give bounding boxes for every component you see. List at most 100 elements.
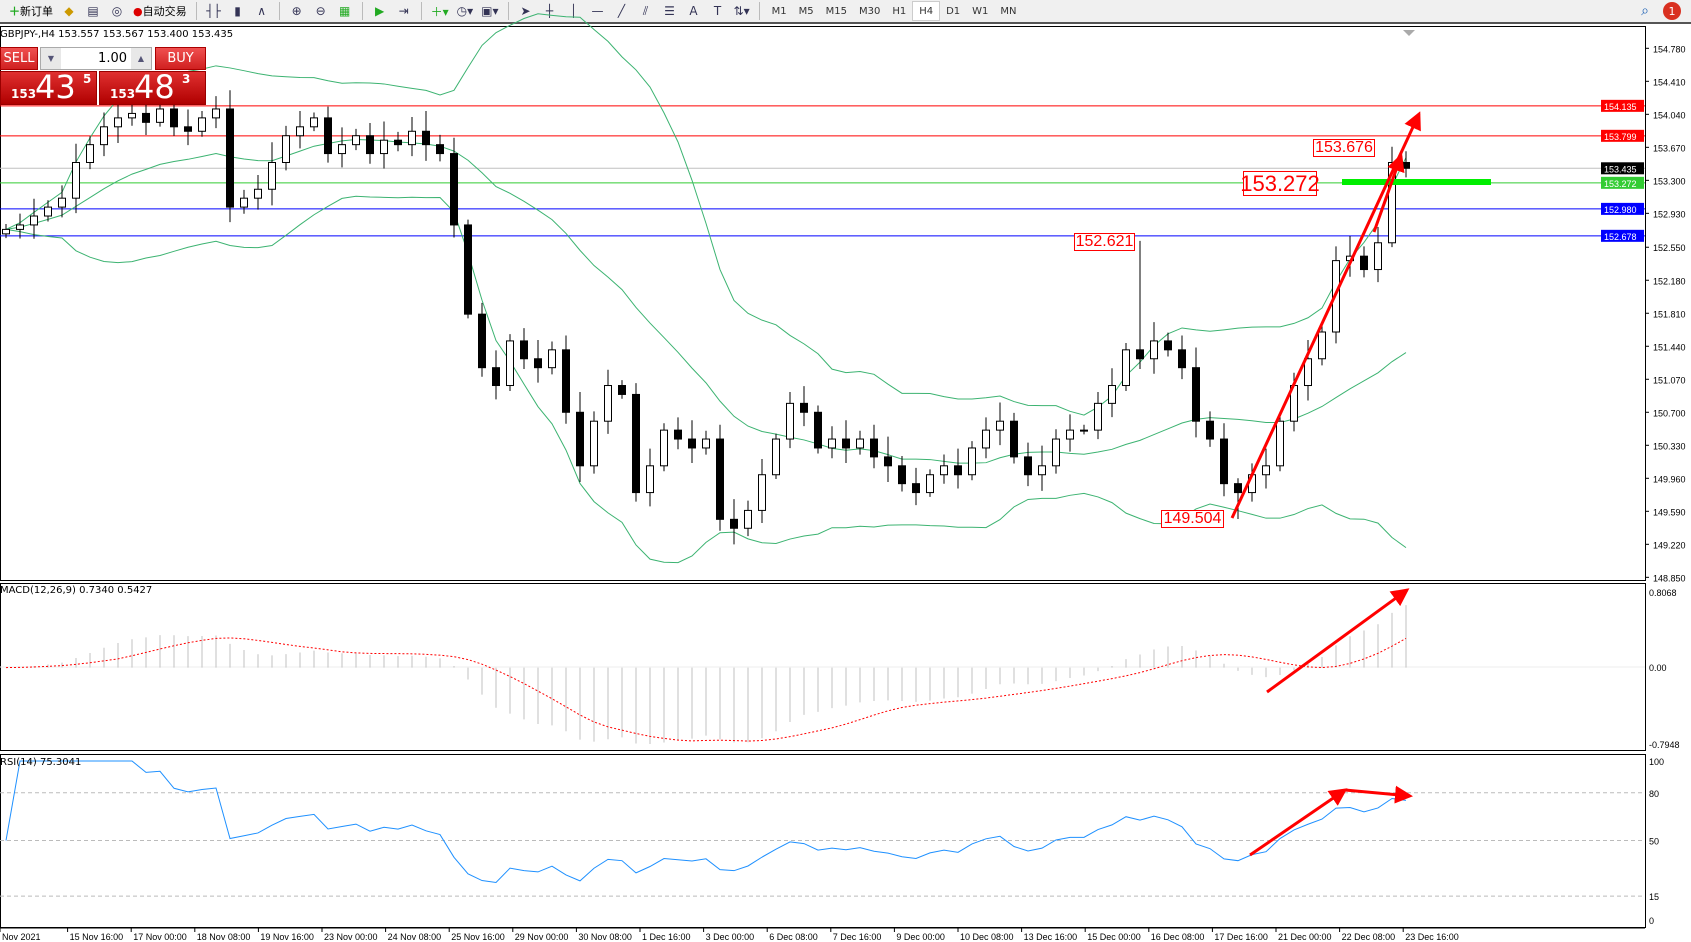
data-window-icon[interactable]: ▤ bbox=[87, 4, 99, 18]
timeframe-h1[interactable]: H1 bbox=[892, 5, 907, 17]
rsi-title: RSI(14) 75.3041 bbox=[0, 757, 82, 768]
volume-stepper[interactable]: ▼ ▲ bbox=[40, 47, 152, 70]
candle bbox=[464, 224, 472, 315]
new-order-button[interactable]: ＋新订单 bbox=[9, 5, 53, 18]
templates-icon[interactable]: ▣▾ bbox=[481, 4, 499, 18]
divider bbox=[278, 2, 280, 20]
candle bbox=[632, 393, 640, 494]
line-chart-icon[interactable]: ∧ bbox=[257, 4, 266, 18]
candle bbox=[198, 117, 206, 132]
horizontal-line-icon[interactable]: — bbox=[591, 4, 604, 18]
price-label-support[interactable]: 153.272 bbox=[1240, 170, 1320, 196]
auto-trading-icon: ● bbox=[133, 4, 143, 18]
candle bbox=[114, 117, 122, 128]
candle bbox=[884, 456, 892, 467]
y-tick-label: 152.550 bbox=[1653, 243, 1686, 253]
cursor-icon[interactable]: ➤ bbox=[520, 4, 531, 18]
timeframe-mn[interactable]: MN bbox=[1000, 5, 1017, 17]
candle bbox=[1136, 349, 1144, 360]
candle bbox=[184, 126, 192, 132]
price-label-swing-low[interactable]: 149.504 bbox=[1161, 510, 1224, 528]
candle bbox=[604, 385, 612, 422]
candle bbox=[492, 367, 500, 387]
x-tick-label: 17 Dec 16:00 bbox=[1214, 932, 1268, 942]
vertical-line-icon[interactable]: │ bbox=[569, 4, 578, 18]
bar-chart-icon[interactable]: ┤├ bbox=[206, 4, 221, 18]
candle bbox=[870, 438, 878, 458]
candle bbox=[1108, 385, 1116, 404]
candle bbox=[730, 518, 738, 529]
candle bbox=[1094, 402, 1102, 431]
sell-price-button[interactable]: 153 43 5 bbox=[0, 68, 97, 106]
x-tick-label: 21 Dec 00:00 bbox=[1278, 932, 1332, 942]
candle bbox=[590, 420, 598, 467]
candle bbox=[1164, 340, 1172, 351]
main-chart-title: GBPJPY-,H4 153.557 153.567 153.400 153.4… bbox=[0, 29, 234, 40]
candle bbox=[2, 228, 10, 235]
equidistant-channel-icon[interactable]: ⫽ bbox=[642, 3, 649, 18]
arrows-icon[interactable]: ⇅▾ bbox=[733, 4, 750, 18]
price-label-high[interactable]: 153.676 bbox=[1313, 139, 1375, 157]
price-tag bbox=[1601, 229, 1644, 242]
chart-shift-icon[interactable]: ⇥ bbox=[398, 4, 409, 18]
price-tag bbox=[1601, 202, 1644, 215]
candle bbox=[1052, 438, 1060, 467]
periods-icon[interactable]: ◷▾ bbox=[456, 4, 474, 18]
market-watch-icon[interactable]: ◆ bbox=[64, 4, 74, 18]
x-tick-label: 22 Dec 08:00 bbox=[1342, 932, 1396, 942]
toolbar-right: ⌕ 1 bbox=[1641, 2, 1681, 20]
x-tick-label: 3 Dec 00:00 bbox=[706, 932, 755, 942]
notification-badge[interactable]: 1 bbox=[1663, 2, 1681, 20]
volume-up-icon[interactable]: ▲ bbox=[131, 48, 151, 69]
y-tick-label: 149.590 bbox=[1653, 507, 1686, 517]
text-label-icon[interactable]: T bbox=[713, 4, 722, 18]
x-tick-label: 13 Dec 16:00 bbox=[1024, 932, 1078, 942]
buy-price-button[interactable]: 153 48 3 bbox=[99, 68, 206, 106]
candle bbox=[646, 465, 654, 494]
timeframe-w1[interactable]: W1 bbox=[972, 5, 989, 17]
signal-icon[interactable]: ◎ bbox=[111, 4, 123, 18]
candle bbox=[1038, 465, 1046, 476]
buy-price-pip: 3 bbox=[182, 72, 191, 86]
zoom-in-icon[interactable]: ⊕ bbox=[291, 4, 302, 18]
candle bbox=[268, 161, 276, 190]
auto-trading-button[interactable]: ● 自动交易 bbox=[133, 4, 187, 19]
candle bbox=[212, 108, 220, 119]
trend-arrow bbox=[1266, 588, 1410, 694]
candle bbox=[1206, 420, 1214, 440]
timeframe-m15[interactable]: M15 bbox=[825, 5, 847, 17]
tile-windows-icon[interactable]: ▦ bbox=[338, 4, 351, 18]
timeframe-h4[interactable]: H4 bbox=[912, 1, 941, 21]
zoom-out-icon[interactable]: ⊖ bbox=[315, 4, 326, 18]
price-tag-label: 153.435 bbox=[1604, 164, 1637, 174]
timeframe-m30[interactable]: M30 bbox=[858, 5, 881, 17]
divider bbox=[758, 2, 760, 20]
price-label-swing-high[interactable]: 152.621 bbox=[1074, 233, 1135, 251]
bollinger-upper bbox=[5, 13, 1407, 416]
timeframe-m5[interactable]: M5 bbox=[798, 5, 814, 17]
candle bbox=[1150, 340, 1158, 360]
x-tick-label: 29 Nov 00:00 bbox=[515, 932, 569, 942]
fibonacci-icon[interactable]: ☰ bbox=[664, 4, 675, 18]
indicators-icon[interactable]: ＋▾ bbox=[430, 4, 449, 19]
x-tick-label: 30 Nov 08:00 bbox=[578, 932, 632, 942]
auto-scroll-icon[interactable]: ▶ bbox=[374, 4, 385, 18]
rsi-tick-label: 15 bbox=[1649, 892, 1659, 902]
timeframe-m1[interactable]: M1 bbox=[771, 5, 787, 17]
buy-price-big: 48 bbox=[134, 68, 175, 106]
candlestick-icon[interactable]: ▮ bbox=[234, 4, 241, 18]
search-icon[interactable]: ⌕ bbox=[1641, 3, 1649, 19]
volume-input[interactable] bbox=[61, 48, 131, 69]
crosshair-icon[interactable]: ┼ bbox=[545, 4, 554, 18]
trend-arrow bbox=[1230, 111, 1421, 519]
trendline-icon[interactable]: ╱ bbox=[617, 4, 626, 18]
timeframe-d1[interactable]: D1 bbox=[946, 5, 961, 17]
volume-down-icon[interactable]: ▼ bbox=[41, 48, 61, 69]
sell-button[interactable]: SELL bbox=[0, 47, 38, 70]
text-icon[interactable]: A bbox=[689, 4, 698, 18]
buy-button[interactable]: BUY bbox=[155, 47, 206, 70]
macd-tick-label: 0.8068 bbox=[1649, 588, 1677, 598]
candle bbox=[982, 429, 990, 449]
candle bbox=[716, 438, 724, 520]
